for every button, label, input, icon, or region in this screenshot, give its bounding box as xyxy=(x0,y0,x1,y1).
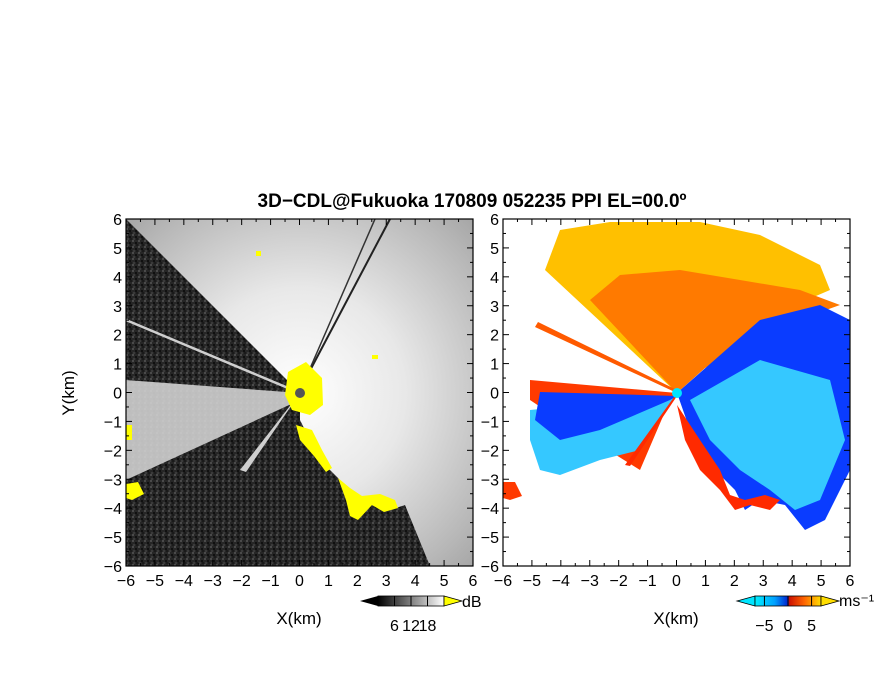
velocity-sector-red-se xyxy=(677,405,780,510)
y-tick-label: −6 xyxy=(481,559,499,576)
reflectivity-ylabel: Y(km) xyxy=(59,370,78,415)
velocity-colorbar-unit: ms⁻¹ xyxy=(839,593,874,610)
x-tick-label: 2 xyxy=(353,573,362,590)
colorbar-tick-label: 5 xyxy=(807,618,816,635)
velocity-panel: −6 −5 −4 −3 −2 −1 0 1 2 3 4 5 6 6 5 4 3 2 1 0 −1 −2 −3 −4 −5 −6 X… xyxy=(481,212,855,628)
x-tick-label: 5 xyxy=(440,573,449,590)
x-tick-label: 6 xyxy=(469,573,478,590)
echo-sector-sw-streak xyxy=(240,393,300,472)
clutter-yellow xyxy=(126,251,398,520)
x-tick-label: −1 xyxy=(638,573,656,590)
y-tick-label: 6 xyxy=(490,212,499,229)
x-tick-label: 0 xyxy=(295,573,304,590)
y-tick-label: −2 xyxy=(481,443,499,460)
reflectivity-colorbar-unit: dB xyxy=(462,594,482,611)
colorbar-tick-label: 6 xyxy=(390,618,399,635)
x-tick-label: 6 xyxy=(846,573,855,590)
y-tick-label: 5 xyxy=(490,241,499,258)
x-tick-label: −3 xyxy=(581,573,599,590)
radar-center xyxy=(295,388,305,398)
velocity-streak-nw xyxy=(535,322,677,393)
y-tick-label: −1 xyxy=(104,414,122,431)
x-tick-label: 1 xyxy=(324,573,333,590)
y-tick-label: 4 xyxy=(490,270,499,287)
velocity-streak-sw xyxy=(625,393,677,466)
y-tick-label: −1 xyxy=(481,414,499,431)
x-tick-label: −4 xyxy=(552,573,570,590)
velocity-clutter-west xyxy=(503,482,522,500)
colorbar-tick-label: 0 xyxy=(784,618,793,635)
x-tick-label: −6 xyxy=(494,573,512,590)
x-tick-label: 1 xyxy=(701,573,710,590)
colorbar-tick-label: −5 xyxy=(755,618,773,635)
y-tick-label: −5 xyxy=(104,530,122,547)
x-tick-label: −5 xyxy=(523,573,541,590)
x-tick-label: −2 xyxy=(610,573,628,590)
beam-line xyxy=(304,219,376,381)
x-tick-label: 3 xyxy=(382,573,391,590)
y-tick-label: −6 xyxy=(104,559,122,576)
y-tick-label: 6 xyxy=(113,212,122,229)
beam-line xyxy=(304,219,391,381)
velocity-plot-area xyxy=(503,219,850,566)
velocity-ticks: −6 −5 −4 −3 −2 −1 0 1 2 3 4 5 6 6 5 4 3 2 1 0 −1 −2 −3 −4 −5 −6 xyxy=(481,212,855,590)
reflectivity-panel: −6 −5 −4 −3 −2 −1 0 1 2 3 4 5 6 6 5 4 3 2 1 0 −1 −2 −3 −4 −5 −6 X… xyxy=(59,212,478,628)
colorbar-tick-label: 12 xyxy=(402,618,420,635)
y-tick-label: −4 xyxy=(104,501,122,518)
y-tick-label: 5 xyxy=(113,241,122,258)
velocity-sector-west-blue xyxy=(535,392,677,440)
x-tick-label: 0 xyxy=(672,573,681,590)
x-tick-label: 2 xyxy=(730,573,739,590)
velocity-radar-center xyxy=(672,388,682,398)
velocity-xlabel: X(km) xyxy=(653,609,698,628)
y-tick-label: −3 xyxy=(481,472,499,489)
y-tick-label: 1 xyxy=(490,357,499,374)
figure-title: 3D−CDL@Fukuoka 170809 052235 PPI EL=00.0… xyxy=(258,191,687,212)
y-tick-label: 3 xyxy=(490,299,499,316)
x-tick-label: −6 xyxy=(117,573,135,590)
x-tick-label: −5 xyxy=(146,573,164,590)
reflectivity-ticks: −6 −5 −4 −3 −2 −1 0 1 2 3 4 5 6 6 5 4 3 2 1 0 −1 −2 −3 −4 −5 −6 xyxy=(104,212,478,590)
colorbar-tick-label: 18 xyxy=(419,618,437,635)
y-tick-label: 0 xyxy=(113,386,122,403)
beam-line xyxy=(126,318,301,395)
y-tick-label: 3 xyxy=(113,299,122,316)
x-tick-label: 3 xyxy=(759,573,768,590)
x-tick-label: −2 xyxy=(233,573,251,590)
y-tick-label: 1 xyxy=(113,357,122,374)
reflectivity-plot-area xyxy=(126,219,473,566)
y-tick-label: −3 xyxy=(104,472,122,489)
reflectivity-xlabel: X(km) xyxy=(276,609,321,628)
velocity-colorbar: −5 0 5 ms⁻¹ xyxy=(735,593,874,635)
echo-sector-west xyxy=(126,380,300,480)
y-tick-label: 2 xyxy=(490,328,499,345)
y-tick-label: 2 xyxy=(113,328,122,345)
x-tick-label: −3 xyxy=(204,573,222,590)
y-tick-label: −5 xyxy=(481,530,499,547)
y-tick-label: 0 xyxy=(490,386,499,403)
y-tick-label: 4 xyxy=(113,270,122,287)
x-tick-label: 4 xyxy=(411,573,420,590)
x-tick-label: −1 xyxy=(261,573,279,590)
x-tick-label: −4 xyxy=(175,573,193,590)
x-tick-label: 4 xyxy=(788,573,797,590)
velocity-sector-cyan xyxy=(690,360,845,510)
velocity-sector-orange xyxy=(590,270,840,393)
y-tick-label: −4 xyxy=(481,501,499,518)
y-tick-label: −2 xyxy=(104,443,122,460)
x-tick-label: 5 xyxy=(817,573,826,590)
